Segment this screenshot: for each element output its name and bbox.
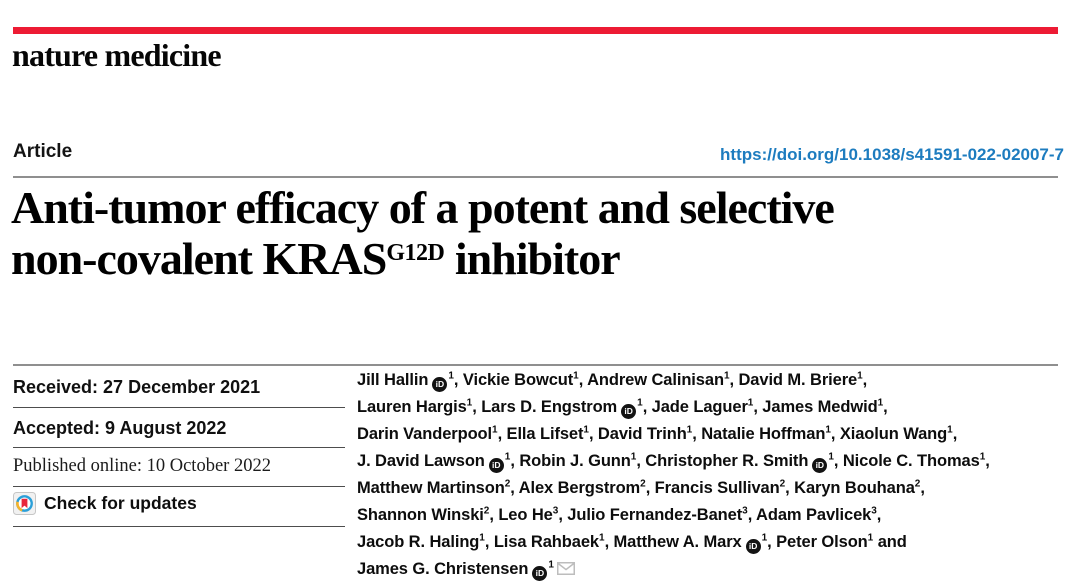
affiliation-superscript: 1 [599, 532, 605, 544]
affiliation-superscript: 1 [466, 397, 473, 409]
orcid-icon[interactable]: iD [432, 377, 448, 392]
orcid-icon[interactable]: iD [532, 566, 548, 581]
author-name: Xiaolun Wang [839, 425, 948, 443]
author-name: Vickie Bowcut [462, 371, 574, 389]
affiliation-superscript: 2 [504, 478, 511, 490]
author-name: Ella Lifset [506, 425, 584, 443]
doi-link[interactable]: https://doi.org/10.1038/s41591-022-02007… [720, 145, 1064, 164]
author-line: Darin Vanderpool1, Ella Lifset1, David T… [357, 424, 958, 443]
author-name: Shannon Winski [357, 506, 484, 524]
affiliation-superscript: 1 [747, 397, 754, 409]
author-name: Natalie Hoffman [701, 425, 826, 443]
divider [13, 407, 345, 408]
affiliation-superscript: 1 [979, 451, 986, 463]
author-name: Lauren Hargis [357, 398, 467, 416]
affiliation-superscript: 2 [779, 478, 786, 490]
affiliation-superscript: 1 [686, 424, 693, 436]
orcid-icon[interactable]: iD [488, 458, 504, 473]
check-for-updates-button[interactable]: Check for updates [13, 492, 197, 515]
author-line: Jacob R. Haling1, Lisa Rahbaek1, Matthew… [357, 529, 1067, 556]
divider [13, 447, 345, 448]
article-title: Anti-tumor efficacy of a potent and sele… [11, 182, 1061, 284]
published-date: Published online: 10 October 2022 [13, 456, 271, 476]
divider [13, 176, 1058, 178]
article-type-label: Article [13, 141, 73, 162]
divider [13, 526, 345, 527]
crossmark-icon [13, 492, 36, 515]
affiliation-superscript: 1 [573, 370, 579, 382]
email-icon[interactable] [556, 557, 575, 584]
author-name: David Trinh [597, 425, 687, 443]
author-name: Jacob R. Haling [357, 533, 480, 551]
orcid-icon[interactable]: iD [621, 404, 637, 419]
author-name: Adam Pavlicek [756, 506, 872, 524]
affiliation-superscript: 1 [492, 424, 498, 436]
affiliation-superscript: 1 [630, 451, 637, 463]
author-name: J. David Lawson [357, 452, 485, 470]
author-line: James G. Christensen iD1 [357, 556, 1067, 584]
affiliation-superscript: 1 [828, 451, 834, 463]
author-name: James G. Christensen [357, 560, 529, 578]
affiliation-superscript: 2 [640, 478, 646, 490]
author-name: Robin J. Gunn [519, 452, 631, 470]
affiliation-superscript: 2 [914, 478, 921, 490]
author-name: Darin Vanderpool [357, 425, 493, 443]
affiliation-superscript: 3 [552, 505, 559, 517]
author-name: James Medwid [762, 398, 878, 416]
author-line: Jill Hallin iD1, Vickie Bowcut1, Andrew C… [357, 367, 1067, 394]
author-name: Leo He [498, 506, 553, 524]
received-date: Received: 27 December 2021 [13, 377, 261, 397]
affiliation-superscript: 2 [483, 505, 490, 517]
author-name: Matthew Martinson [357, 479, 505, 497]
brand-bar [13, 27, 1058, 34]
affiliation-superscript: 1 [877, 397, 884, 409]
journal-logo: nature medicine [12, 37, 222, 73]
author-list: Jill Hallin iD1, Vickie Bowcut1, Andrew C… [357, 367, 1067, 584]
author-line: Matthew Martinson2, Alex Bergstrom2, Fra… [357, 478, 925, 497]
author-name: Alex Bergstrom [518, 479, 641, 497]
author-name: David M. Briere [738, 371, 858, 389]
affiliation-superscript: 1 [637, 397, 643, 409]
title-line2: non-covalent KRAS [11, 233, 387, 284]
author-name: Peter Olson [776, 533, 868, 551]
orcid-icon[interactable]: iD [812, 458, 828, 473]
affiliation-superscript: 1 [947, 424, 953, 436]
affiliation-superscript: 1 [583, 424, 589, 436]
affiliation-superscript: 1 [448, 370, 454, 382]
author-name: Francis Sullivan [654, 479, 780, 497]
affiliation-superscript: 1 [548, 559, 554, 571]
author-name: Karyn Bouhana [794, 479, 915, 497]
author-name: Jill Hallin [357, 371, 429, 389]
affiliation-superscript: 1 [504, 451, 511, 463]
author-name: Julio Fernandez-Banet [567, 506, 743, 524]
author-name: Lisa Rahbaek [493, 533, 599, 551]
divider [13, 486, 345, 487]
author-line: J. David Lawson iD1, Robin J. Gunn1, Chri… [357, 448, 1067, 475]
title-line1: Anti-tumor efficacy of a potent and sele… [11, 182, 835, 233]
author-name: Jade Laguer [651, 398, 748, 416]
author-name: Matthew A. Marx [613, 533, 742, 551]
title-line2-end: inhibitor [444, 233, 621, 284]
author-name: Andrew Calinisan [587, 371, 724, 389]
title-superscript: G12D [386, 240, 445, 266]
affiliation-superscript: 1 [479, 532, 485, 544]
affiliation-superscript: 1 [723, 370, 730, 382]
affiliation-superscript: 1 [761, 532, 768, 544]
divider [13, 364, 1058, 366]
accepted-date: Accepted: 9 August 2022 [13, 418, 227, 438]
affiliation-superscript: 1 [857, 370, 863, 382]
author-name: Lars D. Engstrom [481, 398, 618, 416]
orcid-icon[interactable]: iD [745, 539, 761, 554]
author-name: Nicole C. Thomas [842, 452, 980, 470]
check-for-updates-label: Check for updates [44, 493, 197, 513]
author-line: Shannon Winski2, Leo He3, Julio Fernande… [357, 505, 882, 524]
author-line: Lauren Hargis1, Lars D. Engstrom iD1, Jad… [357, 394, 1067, 421]
affiliation-superscript: 1 [867, 532, 874, 544]
affiliation-superscript: 3 [871, 505, 877, 517]
affiliation-superscript: 1 [825, 424, 831, 436]
author-name: Christopher R. Smith [645, 452, 809, 470]
affiliation-superscript: 3 [742, 505, 748, 517]
